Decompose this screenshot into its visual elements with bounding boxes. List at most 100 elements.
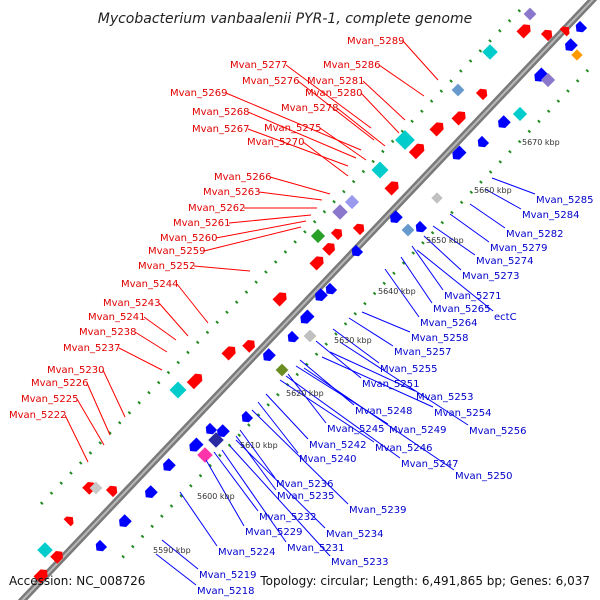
tick-label: 5640 kbp <box>378 287 416 296</box>
gene-label-top[interactable]: Mvan_5261 <box>173 218 230 229</box>
gene-label-bottom[interactable]: Mvan_5284 <box>522 210 579 221</box>
leader-line-bottom <box>361 311 411 333</box>
gene-label-bottom[interactable]: Mvan_5273 <box>462 271 519 282</box>
gene-label-top[interactable]: Mvan_5252 <box>138 261 195 272</box>
gene-label-bottom[interactable]: Mvan_5274 <box>476 256 533 267</box>
forward-gene-arrow <box>221 346 236 361</box>
leader-line-bottom <box>449 213 490 243</box>
gene-label-bottom[interactable]: Mvan_5248 <box>355 406 412 417</box>
leader-line-bottom <box>221 449 287 543</box>
genome-backbone-highlight <box>21 0 594 600</box>
leader-line-top <box>247 128 349 167</box>
leader-line-top <box>64 414 89 463</box>
gene-label-top[interactable]: Mvan_5278 <box>281 103 338 114</box>
gene-label-bottom[interactable]: ectC <box>494 312 517 323</box>
gene-label-top[interactable]: Mvan_5260 <box>160 233 217 244</box>
leader-line-top <box>302 141 349 177</box>
gene-label-bottom[interactable]: Mvan_5265 <box>433 304 490 315</box>
leader-line-bottom <box>265 393 309 440</box>
gene-label-bottom[interactable]: Mvan_5235 <box>277 491 334 502</box>
gene-label-bottom[interactable]: Mvan_5232 <box>259 512 316 523</box>
gene-label-top[interactable]: Mvan_5281 <box>307 76 364 87</box>
leader-line-top <box>285 64 372 129</box>
accession-text: Accession: NC_008726 <box>9 574 145 588</box>
gene-label-top[interactable]: Mvan_5266 <box>214 172 271 183</box>
gene-label-bottom[interactable]: Mvan_5285 <box>536 195 593 206</box>
gene-label-bottom[interactable]: Mvan_5255 <box>380 364 437 375</box>
gene-label-top[interactable]: Mvan_5259 <box>148 246 205 257</box>
gene-label-bottom[interactable]: Mvan_5233 <box>331 557 388 568</box>
gene-label-bottom[interactable]: Mvan_5240 <box>299 454 356 465</box>
leader-line-bottom <box>235 435 277 491</box>
scale-ticks: 5590 kbp 5600 kbp 5610 kbp 5620 kbp 5630 kbp… <box>153 138 560 555</box>
gene-label-bottom[interactable]: Mvan_5264 <box>420 318 477 329</box>
gene-label-top[interactable]: Mvan_5226 <box>31 378 88 389</box>
gene-label-bottom[interactable]: Mvan_5242 <box>309 440 366 451</box>
leader-line-bottom <box>161 539 199 570</box>
gene-label-bottom[interactable]: Mvan_5279 <box>490 243 547 254</box>
gene-label-top[interactable]: Mvan_5286 <box>323 60 380 71</box>
gene-label-top[interactable]: Mvan_5276 <box>242 76 299 87</box>
gene-label-bottom[interactable]: Mvan_5231 <box>287 543 344 554</box>
gene-label-bottom[interactable]: Mvan_5236 <box>276 479 333 490</box>
forward-gene-arrow <box>540 29 553 42</box>
reverse-gene-arrow <box>452 145 467 160</box>
gene-label-top[interactable]: Mvan_5241 <box>88 312 145 323</box>
leader-line-top <box>118 347 163 371</box>
gene-label-bottom[interactable]: Mvan_5254 <box>434 408 491 419</box>
gene-label-top[interactable]: Mvan_5268 <box>192 107 249 118</box>
gene-label-bottom[interactable]: Mvan_5224 <box>218 547 275 558</box>
gene-label-bottom[interactable]: Mvan_5219 <box>199 570 256 581</box>
gene-label-top[interactable]: Mvan_5270 <box>247 137 304 148</box>
gene-label-bottom[interactable]: Mvan_5249 <box>389 425 446 436</box>
gene-label-top[interactable]: Mvan_5277 <box>230 60 287 71</box>
leader-line-bottom <box>251 409 349 505</box>
gene-label-top[interactable]: Mvan_5267 <box>192 124 249 135</box>
gene-label-bottom[interactable]: Mvan_5257 <box>394 347 451 358</box>
reverse-gene-arrow <box>95 539 108 552</box>
leader-line-top <box>143 316 177 341</box>
leader-line-top <box>378 64 425 97</box>
gene-feature-box <box>540 72 556 88</box>
gene-label-bottom[interactable]: Mvan_5282 <box>506 229 563 240</box>
gene-label-bottom[interactable]: Mvan_5239 <box>349 505 406 516</box>
leader-line-top <box>297 80 375 141</box>
gene-label-top[interactable]: Mvan_5243 <box>103 298 160 309</box>
gene-label-top[interactable]: Mvan_5244 <box>121 279 178 290</box>
gene-label-top[interactable]: Mvan_5230 <box>47 365 104 376</box>
reverse-gene-arrow <box>217 424 230 437</box>
gene-label-bottom[interactable]: Mvan_5253 <box>416 392 473 403</box>
gene-label-bottom[interactable]: Mvan_5250 <box>455 471 512 482</box>
tick-label: 5630 kbp <box>334 336 372 345</box>
gene-label-bottom[interactable]: Mvan_5251 <box>362 379 419 390</box>
label-leaders <box>64 40 536 586</box>
gene-label-top[interactable]: Mvan_5237 <box>63 343 120 354</box>
gene-label-top[interactable]: Mvan_5238 <box>79 327 136 338</box>
gene-label-bottom[interactable]: Mvan_5218 <box>197 586 254 597</box>
gene-label-top[interactable]: Mvan_5275 <box>264 123 321 134</box>
gene-label-bottom[interactable]: Mvan_5234 <box>326 529 383 540</box>
leader-line-bottom <box>179 491 218 547</box>
gene-label-top[interactable]: Mvan_5289 <box>347 36 404 47</box>
reverse-gene-arrow <box>390 210 403 223</box>
gene-label-top[interactable]: Mvan_5222 <box>9 410 66 421</box>
gene-label-bottom[interactable]: Mvan_5245 <box>327 424 384 435</box>
gene-feature-box <box>197 447 213 463</box>
tick-label: 5670 kbp <box>522 138 560 147</box>
gene-label-top[interactable]: Mvan_5262 <box>188 203 245 214</box>
gene-label-bottom[interactable]: Mvan_5258 <box>411 333 468 344</box>
gene-feature-box <box>371 161 389 179</box>
gene-label-bottom[interactable]: Mvan_5247 <box>401 459 458 470</box>
gene-label-top[interactable]: Mvan_5280 <box>305 88 362 99</box>
gene-label-top[interactable]: Mvan_5269 <box>170 88 227 99</box>
gene-label-bottom[interactable]: Mvan_5271 <box>444 291 501 302</box>
forward-gene-arrow <box>559 26 570 37</box>
gene-label-bottom[interactable]: Mvan_5229 <box>245 527 302 538</box>
gene-label-top[interactable]: Mvan_5263 <box>203 187 260 198</box>
gene-label-bottom[interactable]: Mvan_5256 <box>469 426 526 437</box>
leader-line-bottom <box>469 203 506 229</box>
gene-label-top[interactable]: Mvan_5225 <box>21 394 78 405</box>
inner-dotted-guide <box>118 68 590 562</box>
leader-line-bottom <box>332 328 380 364</box>
gene-label-bottom[interactable]: Mvan_5246 <box>375 443 432 454</box>
